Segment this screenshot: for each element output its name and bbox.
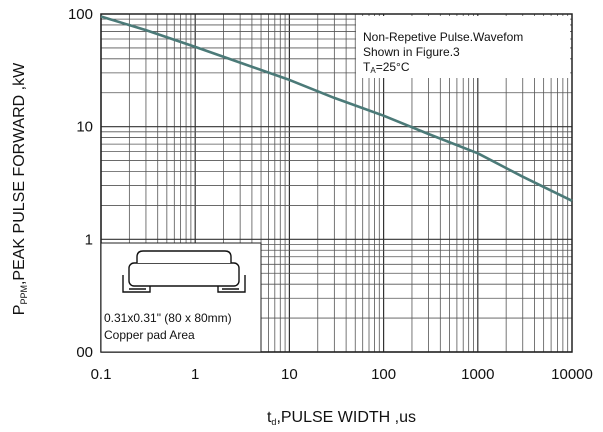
x-tick-label: 0.1 bbox=[91, 366, 112, 383]
temp-symbol: T bbox=[363, 60, 371, 74]
x-axis-label-text: ,PULSE WIDTH ,us bbox=[276, 409, 416, 426]
tick-labels: 0.1 1 10 100 1000 10000 00 1 10 100 bbox=[68, 6, 593, 383]
x-tick-label: 1000 bbox=[461, 366, 494, 383]
y-axis-subscript: PPM bbox=[19, 285, 29, 305]
y-axis-symbol: P bbox=[11, 305, 28, 316]
annotation-background bbox=[356, 16, 570, 78]
annotation-line-1: Non-Repetive Pulse.Wavefom bbox=[363, 30, 523, 44]
x-tick-label: 100 bbox=[371, 366, 396, 383]
temp-value: =25°C bbox=[376, 60, 410, 74]
temp-subscript: A bbox=[370, 66, 376, 75]
y-tick-label: 1 bbox=[85, 231, 93, 248]
y-axis-title: PPPM,PEAK PULSE FORWARD ,kW bbox=[11, 62, 29, 315]
annotation-temperature: TA=25°C bbox=[363, 60, 410, 75]
y-axis-label-text: ,PEAK PULSE FORWARD ,kW bbox=[11, 62, 28, 285]
y-tick-label: 10 bbox=[76, 119, 93, 136]
inset-box: 0.31x0.31" (80 x 80mm) Copper pad Area bbox=[100, 242, 262, 353]
x-axis-symbol: t bbox=[267, 409, 272, 426]
x-axis-subscript: d bbox=[271, 417, 276, 427]
x-tick-label: 1 bbox=[191, 366, 199, 383]
inset-line-1: 0.31x0.31" (80 x 80mm) bbox=[104, 311, 232, 325]
plot-frame bbox=[100, 13, 573, 353]
annotation-line-2: Shown in Figure.3 bbox=[363, 45, 460, 59]
x-axis-title: td,PULSE WIDTH ,us bbox=[267, 409, 416, 427]
annotation-box: Non-Repetive Pulse.Wavefom Shown in Figu… bbox=[356, 16, 570, 78]
smd-diode-package-icon bbox=[122, 250, 246, 293]
series bbox=[100, 15, 573, 202]
y-tick-label: 100 bbox=[68, 6, 93, 23]
x-tick-label: 10000 bbox=[551, 366, 593, 383]
inset-line-2: Copper pad Area bbox=[104, 328, 195, 342]
x-tick-label: 10 bbox=[281, 366, 298, 383]
y-tick-label: 00 bbox=[76, 344, 93, 361]
